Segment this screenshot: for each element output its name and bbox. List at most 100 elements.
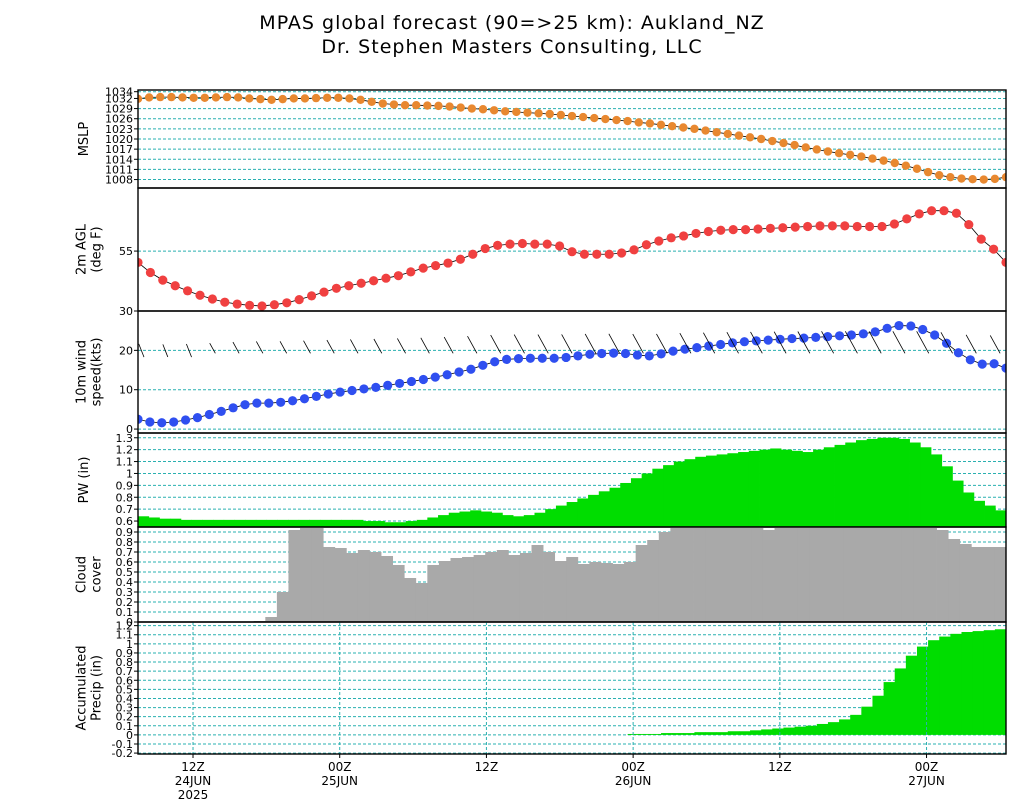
precip-ytick-label: 0.8 [116,656,134,669]
wind-point [882,323,892,333]
cloud-bar [809,527,822,622]
pw-bar [180,519,192,527]
temp-point [716,225,726,235]
temp-point [319,287,329,297]
pw-ytick-label: 0.7 [116,503,134,516]
cloud-bar [878,527,891,622]
mslp-ytick-label: 1032 [105,92,133,105]
mslp-point [567,111,577,121]
mslp-ytick-label: 1017 [105,143,133,156]
mslp-point [278,94,287,104]
mslp-point [679,123,688,132]
wind-point [240,400,250,410]
pw-bar [866,438,878,527]
mslp-point [734,131,744,140]
wind-ylabel: speed(kts) [90,338,105,407]
wind-barb [209,342,216,354]
wind-point [192,413,203,423]
mslp-point [935,170,944,180]
mslp-point [233,93,243,102]
wind-point [894,320,904,331]
wind-point [347,385,357,396]
pw-ytick-label: 0.6 [116,515,134,528]
temp-point [555,241,565,251]
pw-bar [330,519,343,527]
temp-point [827,221,838,231]
temp-point [344,281,354,291]
mslp-point [612,115,621,125]
mslp-point [345,94,354,103]
mslp-point [367,97,376,107]
wind-point [561,352,571,363]
precip-bar [649,733,662,735]
cloud-bar [427,565,440,622]
wind-point [870,327,880,337]
cloud-bar [612,564,625,622]
pw-ytick-label: 0.9 [116,479,134,492]
temp-point [902,214,912,224]
temp-point [245,300,255,310]
temp-point [666,233,676,243]
mslp-point [412,101,421,110]
pw-bar [823,447,835,527]
wind-barb [916,331,930,354]
wind-point [216,406,226,416]
temp-ylabel: (deg F) [90,226,105,272]
precip-bar [705,732,718,735]
temp-point [927,206,937,216]
cloud-bar [936,530,949,622]
precip-bar [916,646,929,735]
mslp-point [879,156,888,165]
pw-bar [213,519,225,527]
mslp-point [501,107,510,116]
pw-bar [502,515,514,527]
mslp-point [846,150,855,160]
temp-point [443,258,453,268]
mslp-point [512,107,521,117]
wind-barb [420,337,430,354]
cloud-ytick-label: 0.2 [116,596,134,609]
cloud-bar [288,530,301,622]
cloud-bar [982,547,995,622]
wind-point [930,330,940,340]
temp-point [567,247,577,257]
pw-bar [191,519,203,527]
mslp-ytick-label: 1008 [105,174,133,187]
wind-point [965,355,975,365]
mslp-ytick-label: 1026 [105,113,133,126]
wind-point [371,382,381,392]
cloud-bar [624,562,637,622]
wind-point [442,370,452,380]
wind-barb [821,331,834,354]
temp-point [579,249,590,259]
cloud-bar [531,545,544,622]
pw-bar [363,521,375,527]
cloud-bar [381,556,394,622]
mslp-point [534,109,543,118]
wind-barb [584,333,597,354]
wind-ytick-label: 20 [119,344,133,357]
temp-point [207,294,217,304]
temp-point [703,226,714,237]
cloud-plot-area [138,527,1006,622]
mslp-point [311,93,321,103]
mslp-point [456,103,465,112]
wind-barb [279,341,288,354]
mslp-series-line [138,96,1006,180]
temp-point [765,223,776,233]
pw-bar [652,468,664,527]
pw-bar [855,440,868,527]
wind-point [775,334,785,344]
cloud-bar [658,532,671,622]
temp-point [369,276,379,286]
cloud-bar [600,563,613,622]
precip-bar [872,695,884,735]
temp-point [480,243,490,254]
precip-bar [783,727,795,735]
mslp-point [690,124,699,134]
mslp-point [144,93,154,102]
wind-point [513,354,524,364]
precip-ytick-label: -0.2 [112,747,133,760]
wind-barb [726,332,739,354]
mslp-point [812,145,822,154]
